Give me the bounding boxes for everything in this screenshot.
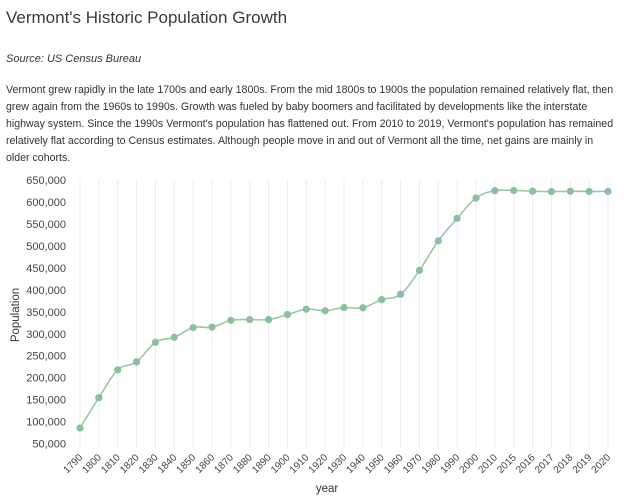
- y-tick-label: 300,000: [26, 329, 66, 341]
- data-point-2017[interactable]: [547, 187, 556, 196]
- data-point-1830[interactable]: [151, 338, 160, 346]
- y-tick-label: 150,000: [26, 395, 66, 407]
- data-point-1930[interactable]: [340, 303, 348, 312]
- x-tick-label: 1820: [118, 452, 142, 476]
- x-tick-label: 1880: [231, 452, 255, 476]
- data-point-2016[interactable]: [528, 187, 537, 195]
- data-point-1880[interactable]: [246, 315, 254, 324]
- data-point-1860[interactable]: [208, 323, 216, 331]
- x-tick-label: 1970: [401, 452, 425, 476]
- x-tick-label: 1980: [420, 452, 444, 476]
- data-point-1810[interactable]: [114, 366, 122, 374]
- y-axis-label: Population: [10, 288, 22, 342]
- x-tick-label: 2019: [571, 452, 595, 476]
- x-tick-label: 1910: [288, 452, 312, 476]
- x-tick-label: 1870: [212, 452, 236, 476]
- x-tick-label: 2000: [458, 452, 482, 476]
- x-tick-label: 1800: [80, 452, 104, 476]
- x-tick-label: 1790: [62, 452, 86, 476]
- data-point-1960[interactable]: [396, 290, 405, 298]
- data-point-2015[interactable]: [510, 186, 518, 195]
- x-tick-label: 1960: [382, 452, 406, 476]
- x-tick-label: 1990: [439, 452, 463, 476]
- x-tick-label: 1890: [250, 452, 274, 476]
- x-tick-label: 1830: [137, 452, 161, 476]
- data-point-1900[interactable]: [283, 310, 292, 319]
- y-axis-ticks: 50,000 100,000 150,000 200,000 250,000 300,00…: [26, 175, 66, 451]
- x-tick-label: 1940: [344, 452, 368, 476]
- y-tick-label: 400,000: [26, 285, 66, 297]
- x-tick-label: 1850: [175, 452, 199, 476]
- x-tick-label: 2015: [495, 452, 519, 476]
- x-tick-label: 2020: [590, 452, 614, 476]
- x-tick-label: 1860: [194, 452, 218, 476]
- data-point-1940[interactable]: [359, 304, 367, 312]
- y-tick-label: 600,000: [26, 197, 66, 209]
- y-tick-label: 550,000: [26, 219, 66, 231]
- x-tick-label: 2018: [552, 452, 576, 476]
- data-point-1920[interactable]: [321, 307, 329, 315]
- x-tick-label: 1950: [363, 452, 387, 476]
- y-tick-label: 650,000: [26, 175, 66, 187]
- x-tick-label: 1900: [269, 452, 293, 476]
- data-point-2018[interactable]: [566, 187, 574, 195]
- x-tick-label: 1930: [326, 452, 350, 476]
- x-axis-label: year: [316, 483, 339, 495]
- data-point-1870[interactable]: [227, 316, 235, 324]
- page-title: Vermont's Historic Population Growth: [6, 8, 288, 27]
- data-point-1950[interactable]: [378, 296, 386, 304]
- data-point-1850[interactable]: [189, 323, 197, 332]
- y-tick-label: 450,000: [26, 263, 66, 275]
- x-tick-label: 1840: [156, 452, 180, 476]
- data-point-2020[interactable]: [604, 187, 612, 196]
- data-point-2019[interactable]: [585, 187, 593, 196]
- data-point-1980[interactable]: [434, 237, 442, 245]
- y-tick-label: 350,000: [26, 307, 66, 319]
- x-axis-ticks: 1790180018101820183018401850186018701880…: [62, 452, 614, 476]
- x-tick-label: 2010: [476, 452, 500, 476]
- x-tick-label: 1810: [99, 452, 123, 476]
- y-tick-label: 200,000: [26, 373, 66, 385]
- data-point-1820[interactable]: [132, 358, 141, 366]
- description-text: Vermont grew rapidly in the late 1700s a…: [6, 84, 614, 164]
- y-tick-label: 500,000: [26, 241, 66, 253]
- x-tick-label: 1920: [307, 452, 331, 476]
- y-tick-label: 100,000: [26, 417, 66, 429]
- y-tick-label: 50,000: [32, 439, 66, 451]
- data-points: [76, 186, 612, 432]
- data-point-1990[interactable]: [453, 214, 461, 222]
- data-point-1790[interactable]: [76, 424, 84, 432]
- data-point-1840[interactable]: [170, 333, 178, 341]
- data-point-1910[interactable]: [302, 305, 310, 313]
- source-note: Source: US Census Bureau: [6, 53, 142, 65]
- x-tick-label: 2017: [533, 452, 557, 476]
- data-point-2010[interactable]: [491, 187, 499, 195]
- y-tick-label: 250,000: [26, 351, 66, 363]
- data-point-2000[interactable]: [472, 194, 480, 202]
- x-tick-label: 2016: [514, 452, 538, 476]
- data-point-1890[interactable]: [264, 315, 273, 324]
- data-point-1800[interactable]: [95, 394, 103, 402]
- data-point-1970[interactable]: [415, 266, 424, 274]
- chart-grid: [79, 180, 609, 448]
